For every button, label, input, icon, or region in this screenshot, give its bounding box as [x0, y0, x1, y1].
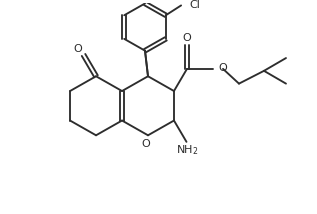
Text: O: O [142, 139, 150, 149]
Text: O: O [183, 33, 191, 43]
Text: NH$_2$: NH$_2$ [176, 143, 199, 157]
Text: Cl: Cl [189, 0, 200, 10]
Text: O: O [218, 63, 227, 73]
Text: O: O [73, 44, 82, 54]
